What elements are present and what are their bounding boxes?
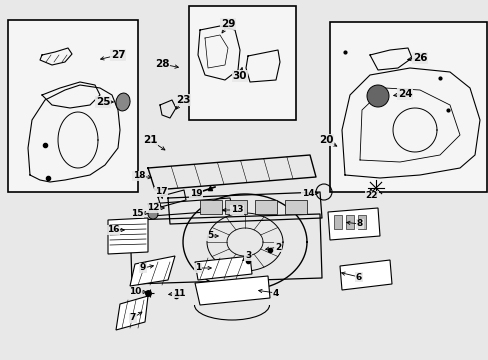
Bar [346, 215, 353, 229]
Polygon shape [339, 260, 391, 290]
Text: 16: 16 [106, 225, 119, 234]
Text: 26: 26 [412, 53, 427, 63]
Text: 6: 6 [355, 273, 362, 282]
Text: 11: 11 [172, 288, 185, 297]
Text: 2: 2 [274, 243, 281, 252]
Text: 30: 30 [232, 71, 247, 81]
Text: 17: 17 [154, 188, 167, 197]
Text: 20: 20 [318, 135, 332, 145]
Text: 13: 13 [230, 206, 243, 215]
Text: 4: 4 [272, 288, 279, 297]
Text: 23: 23 [175, 95, 190, 105]
Bar [200, 200, 222, 214]
Text: 12: 12 [146, 203, 159, 212]
Text: 19: 19 [189, 189, 202, 198]
Bar [8, 20, 138, 192]
Text: 25: 25 [96, 97, 110, 107]
Bar [254, 200, 276, 214]
Text: 5: 5 [206, 231, 213, 240]
Text: 14: 14 [301, 189, 314, 198]
Bar [357, 215, 365, 229]
Ellipse shape [116, 93, 130, 111]
Text: 7: 7 [129, 314, 136, 323]
Polygon shape [130, 256, 175, 286]
Text: 21: 21 [142, 135, 157, 145]
Text: 22: 22 [365, 192, 378, 201]
Bar [329, 22, 486, 192]
Polygon shape [327, 208, 379, 240]
Bar [224, 200, 246, 214]
Text: 24: 24 [397, 89, 411, 99]
Text: 10: 10 [128, 288, 141, 297]
Bar [333, 215, 341, 229]
Text: 1: 1 [195, 264, 201, 273]
Text: 9: 9 [140, 264, 146, 273]
Text: 18: 18 [132, 171, 145, 180]
Text: 29: 29 [221, 19, 235, 29]
Text: 8: 8 [356, 220, 363, 229]
Ellipse shape [366, 85, 388, 107]
Circle shape [148, 209, 158, 219]
Polygon shape [195, 256, 251, 280]
Polygon shape [195, 276, 269, 305]
Bar [189, 6, 295, 120]
Text: 28: 28 [154, 59, 169, 69]
Text: 15: 15 [130, 208, 143, 217]
Polygon shape [108, 218, 148, 254]
Polygon shape [116, 296, 148, 330]
Bar [285, 200, 306, 214]
Text: 3: 3 [244, 252, 251, 261]
Text: 27: 27 [110, 50, 125, 60]
